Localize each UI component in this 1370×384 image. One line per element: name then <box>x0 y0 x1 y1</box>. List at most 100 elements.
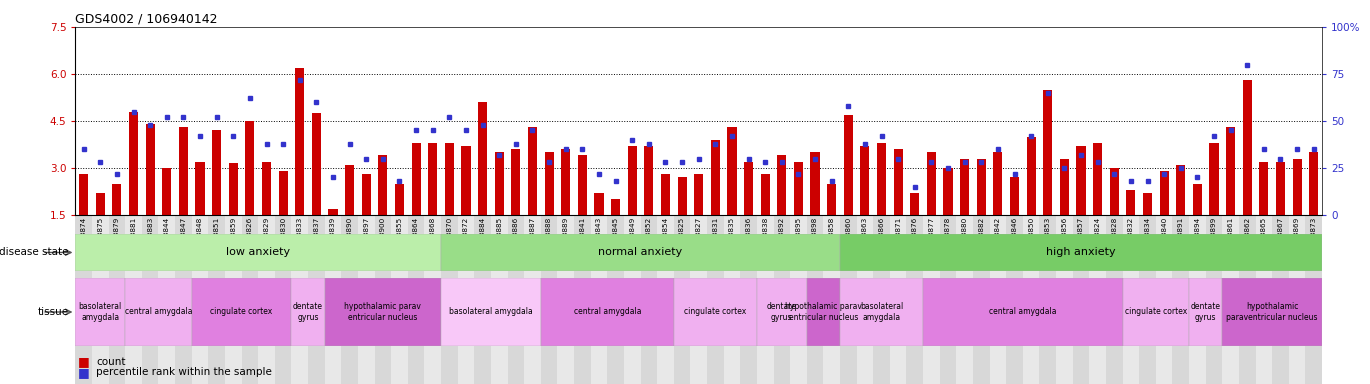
Bar <box>125 215 142 384</box>
Bar <box>774 215 790 384</box>
Bar <box>1273 215 1289 384</box>
Text: central amygdala: central amygdala <box>574 308 641 316</box>
Bar <box>960 159 969 215</box>
Text: hypothalamic parav
entricular nucleus: hypothalamic parav entricular nucleus <box>344 302 422 322</box>
Bar <box>129 112 138 215</box>
Bar <box>108 215 125 384</box>
Bar <box>907 215 923 384</box>
Bar <box>196 162 204 215</box>
Bar <box>525 215 541 384</box>
Bar <box>644 146 653 215</box>
Bar <box>278 171 288 215</box>
Text: central amygdala: central amygdala <box>989 308 1056 316</box>
Bar <box>811 152 819 215</box>
Bar <box>295 68 304 215</box>
Bar <box>1238 215 1255 384</box>
Bar <box>341 215 358 384</box>
Bar <box>1159 171 1169 215</box>
Bar <box>445 143 453 215</box>
Bar <box>623 215 641 384</box>
Bar <box>142 215 159 384</box>
Bar <box>695 174 703 215</box>
Bar <box>425 215 441 384</box>
Text: cingulate cortex: cingulate cortex <box>211 308 273 316</box>
Text: low anxiety: low anxiety <box>226 247 290 258</box>
Bar <box>1259 162 1269 215</box>
Text: percentile rank within the sample: percentile rank within the sample <box>96 367 271 377</box>
Bar <box>490 215 507 384</box>
Bar <box>92 215 108 384</box>
Bar <box>411 143 421 215</box>
Bar <box>1189 278 1222 346</box>
Bar <box>1306 215 1322 384</box>
Bar <box>125 278 192 346</box>
Bar <box>973 215 989 384</box>
Bar <box>474 215 490 384</box>
Bar <box>727 127 737 215</box>
Text: ■: ■ <box>78 355 90 368</box>
Bar <box>1310 152 1318 215</box>
Bar <box>777 156 786 215</box>
Bar <box>229 163 238 215</box>
Bar <box>856 215 873 384</box>
Bar <box>1073 215 1089 384</box>
Bar <box>308 215 325 384</box>
Bar <box>578 156 586 215</box>
Text: disease state: disease state <box>0 247 68 258</box>
Text: cingulate cortex: cingulate cortex <box>1125 308 1186 316</box>
Bar <box>507 215 525 384</box>
Bar <box>844 115 854 215</box>
Bar <box>1122 278 1189 346</box>
Bar <box>312 113 321 215</box>
Bar <box>823 215 840 384</box>
Bar <box>325 215 341 384</box>
Bar <box>1110 168 1119 215</box>
Bar <box>1275 162 1285 215</box>
Bar <box>674 215 690 384</box>
Bar <box>225 215 241 384</box>
Bar <box>756 278 807 346</box>
Bar <box>329 209 337 215</box>
Bar <box>707 215 723 384</box>
Text: normal anxiety: normal anxiety <box>599 247 682 258</box>
Bar <box>1043 89 1052 215</box>
Bar <box>923 215 940 384</box>
Text: basolateral
amygdala: basolateral amygdala <box>78 302 122 322</box>
Bar <box>558 215 574 384</box>
Bar <box>179 127 188 215</box>
Bar <box>429 143 437 215</box>
Bar <box>75 215 92 384</box>
Bar <box>790 215 807 384</box>
Bar <box>175 215 192 384</box>
Bar <box>1222 215 1238 384</box>
Bar <box>641 215 658 384</box>
Bar <box>495 152 504 215</box>
Bar <box>658 215 674 384</box>
Text: basolateral
amygdala: basolateral amygdala <box>860 302 903 322</box>
Bar <box>392 215 408 384</box>
Bar <box>1173 215 1189 384</box>
Text: central amygdala: central amygdala <box>125 308 192 316</box>
Bar <box>75 278 125 346</box>
Bar <box>325 278 441 346</box>
Bar <box>740 215 756 384</box>
Bar <box>462 146 470 215</box>
Bar <box>1093 143 1103 215</box>
Bar <box>212 131 221 215</box>
Bar <box>1206 215 1222 384</box>
Bar <box>1255 215 1273 384</box>
Bar <box>793 162 803 215</box>
Bar <box>1089 215 1106 384</box>
Bar <box>374 215 392 384</box>
Bar <box>574 215 590 384</box>
Bar <box>241 215 258 384</box>
Bar <box>1122 215 1140 384</box>
Bar <box>1156 215 1173 384</box>
Bar <box>162 168 171 215</box>
Bar <box>1106 215 1122 384</box>
Text: dentate
gyrus: dentate gyrus <box>1191 302 1221 322</box>
Bar <box>441 215 458 384</box>
Bar <box>893 149 903 215</box>
Bar <box>1056 215 1073 384</box>
Bar <box>208 215 225 384</box>
